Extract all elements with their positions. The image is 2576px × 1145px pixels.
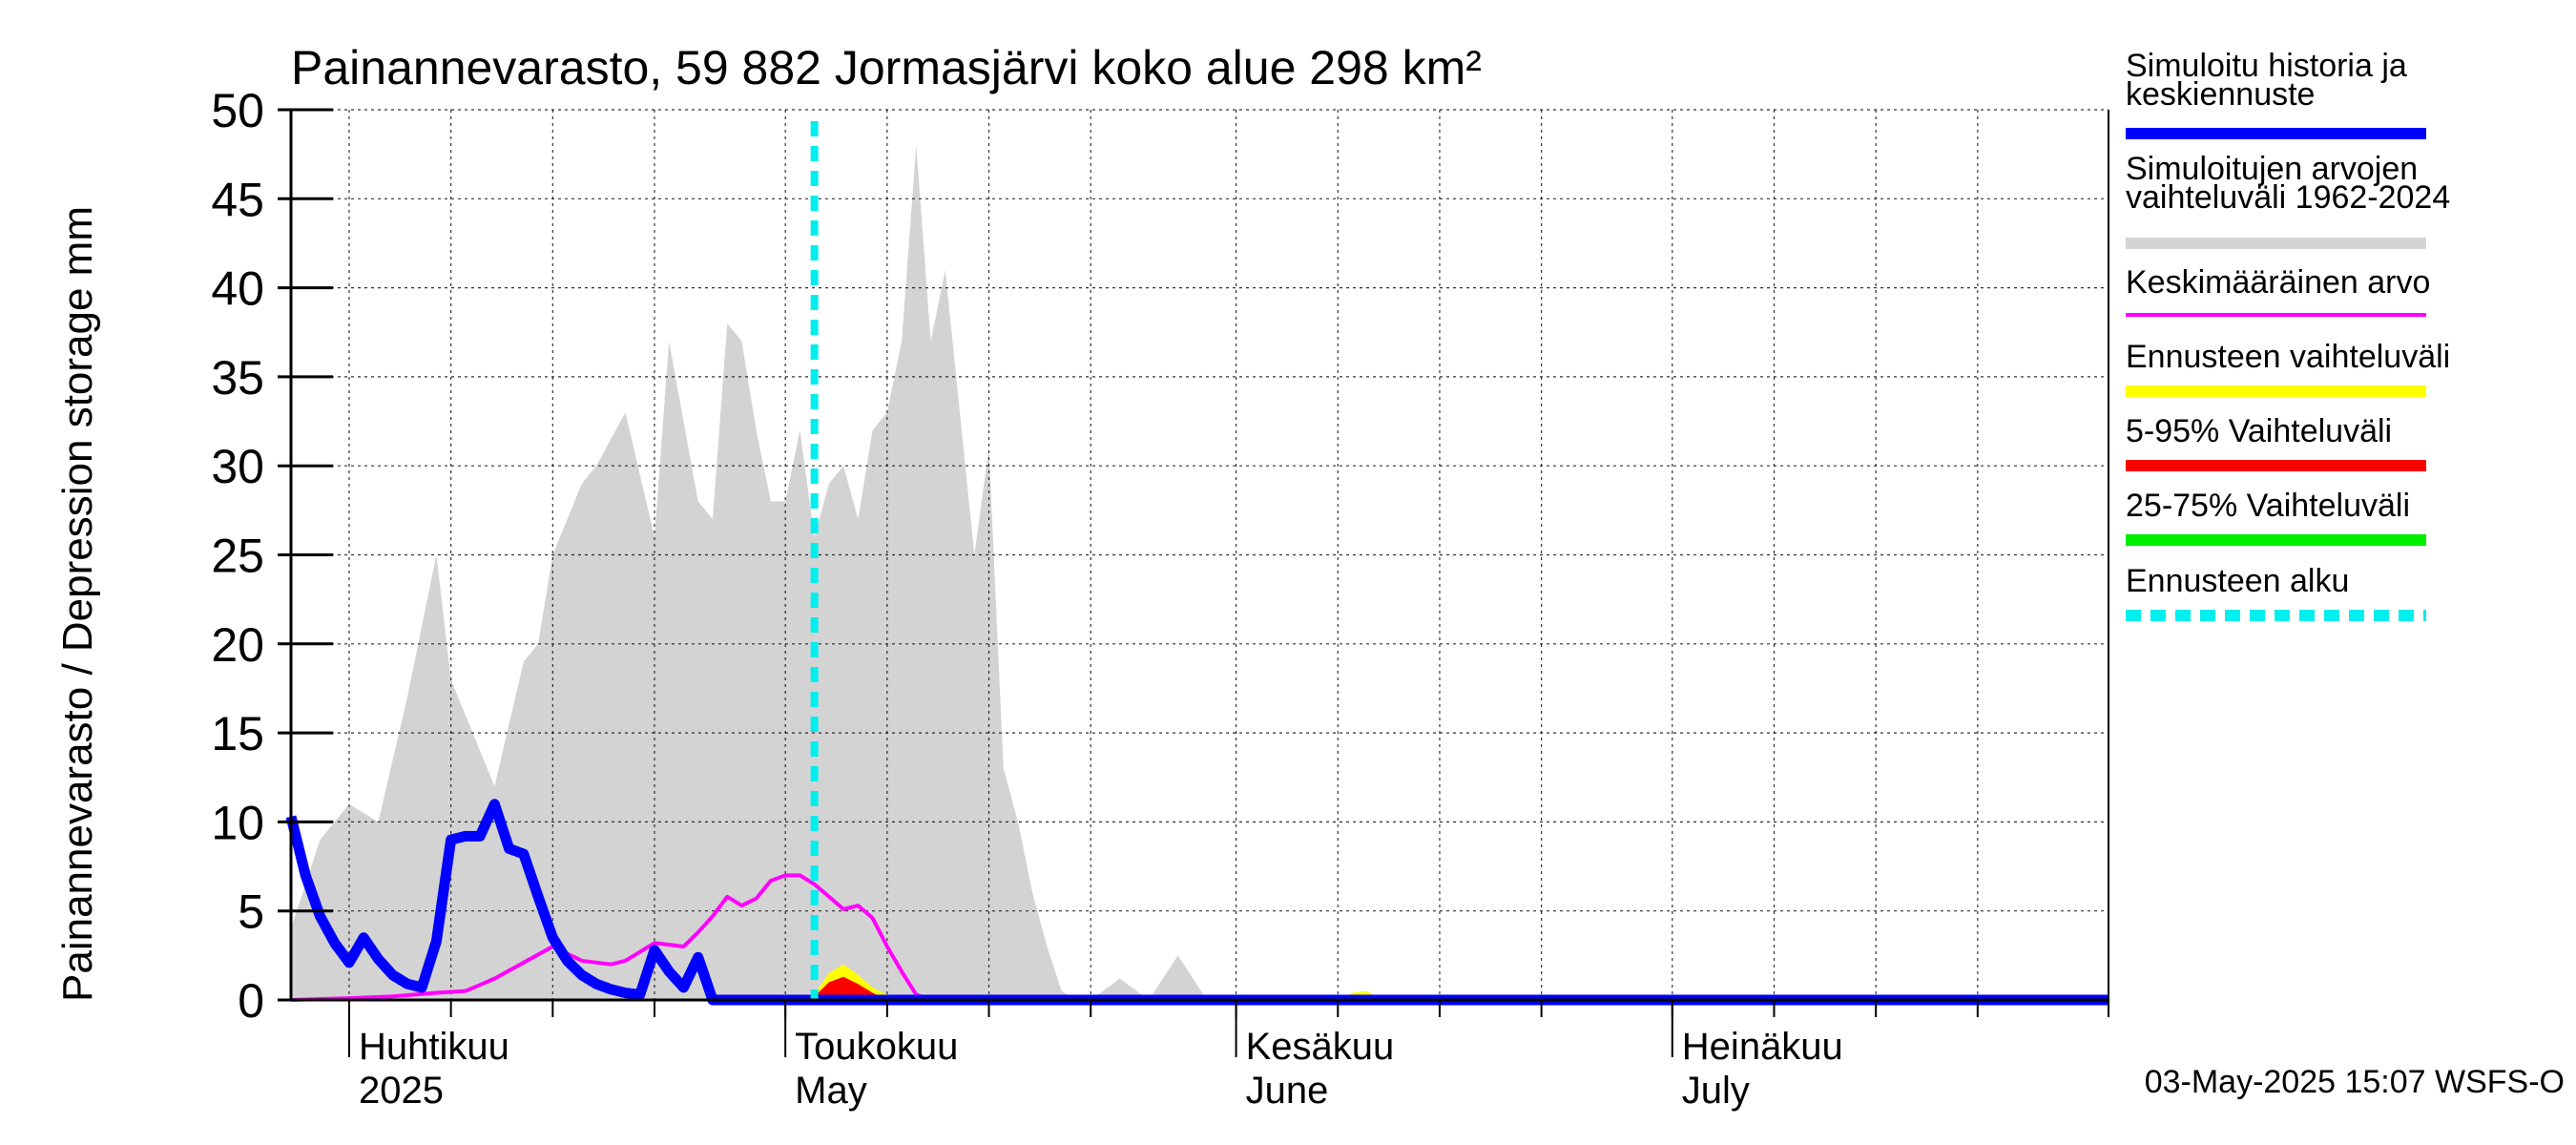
x-month-sublabel-2: June — [1246, 1070, 1329, 1112]
y-tick-label-1: 5 — [238, 885, 264, 939]
chart-title: Painannevarasto, 59 882 Jormasjärvi koko… — [291, 41, 1482, 94]
legend: Simuloitu historia jakeskiennusteSimuloi… — [2126, 48, 2450, 621]
y-tick-label-0: 0 — [238, 974, 264, 1028]
x-month-label-2: Kesäkuu — [1246, 1026, 1395, 1068]
legend-label-1-0: Simuloitujen arvojen — [2126, 151, 2418, 187]
y-tick-label-6: 30 — [211, 440, 264, 493]
legend-item-3: Ennusteen vaihteluväli — [2126, 339, 2450, 397]
axes: 05101520253035404550Huhtikuu2025Toukokuu… — [211, 84, 2109, 1112]
y-tick-label-4: 20 — [211, 618, 264, 672]
legend-label-0-1: keskiennuste — [2126, 76, 2315, 113]
y-tick-label-7: 35 — [211, 351, 264, 405]
band-2 — [814, 976, 887, 1000]
x-month-label-1: Toukokuu — [795, 1026, 958, 1068]
x-month-label-3: Heinäkuu — [1682, 1026, 1843, 1068]
legend-item-4: 5-95% Vaihteluväli — [2126, 413, 2426, 471]
x-month-sublabel-1: May — [795, 1070, 867, 1112]
legend-label-6-0: Ennusteen alku — [2126, 563, 2349, 599]
x-month-sublabel-3: July — [1682, 1070, 1750, 1112]
series-line-0 — [290, 873, 2109, 1002]
legend-label-5-0: 25-75% Vaihteluväli — [2126, 488, 2410, 524]
legend-item-5: 25-75% Vaihteluväli — [2126, 488, 2426, 546]
y-tick-label-8: 40 — [211, 262, 264, 316]
legend-label-2-0: Keskimääräinen arvo — [2126, 264, 2430, 301]
legend-label-0-0: Simuloitu historia ja — [2126, 48, 2407, 84]
x-month-sublabel-0: 2025 — [359, 1070, 444, 1112]
y-tick-label-10: 50 — [211, 84, 264, 137]
legend-label-4-0: 5-95% Vaihteluväli — [2126, 413, 2392, 449]
legend-label-1-1: vaihteluväli 1962-2024 — [2126, 179, 2450, 216]
legend-label-3-0: Ennusteen vaihteluväli — [2126, 339, 2450, 375]
y-tick-label-5: 25 — [211, 530, 264, 583]
y-axis-label: Painannevarasto / Depression storage mm — [54, 206, 101, 1002]
band-0 — [291, 145, 1324, 1000]
legend-item-6: Ennusteen alku — [2126, 563, 2426, 621]
plot-area — [285, 109, 2109, 1006]
y-tick-label-9: 45 — [211, 173, 264, 226]
timestamp-footer: 03-May-2025 15:07 WSFS-O — [2145, 1064, 2565, 1100]
y-tick-label-3: 15 — [211, 707, 264, 760]
legend-item-2: Keskimääräinen arvo — [2126, 264, 2430, 317]
x-month-label-0: Huhtikuu — [359, 1026, 509, 1068]
y-tick-label-2: 10 — [211, 796, 264, 849]
